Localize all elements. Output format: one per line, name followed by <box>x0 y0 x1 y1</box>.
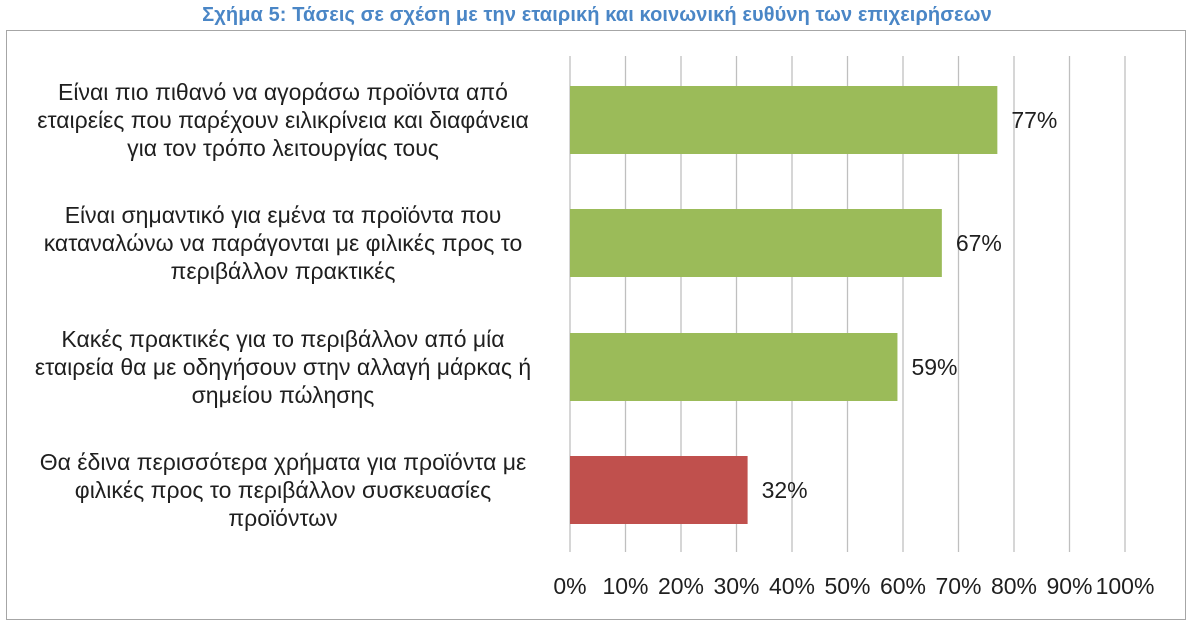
value-labels: 77% 67% 59% 32% <box>762 107 1058 503</box>
category-label-1-line-2: περιβάλλον πρακτικές <box>171 258 396 284</box>
category-label-2-line-1: εταιρεία θα με οδηγήσουν στην αλλαγή μάρ… <box>35 354 531 380</box>
bar-2 <box>570 333 898 401</box>
value-label-2: 59% <box>911 354 957 380</box>
x-tick-label-5: 50% <box>824 573 870 599</box>
value-label-0: 77% <box>1011 107 1057 133</box>
x-tick-label-10: 100% <box>1096 573 1155 599</box>
x-axis-ticks: 0% 10% 20% 30% 40% 50% 60% 70% 80% 90% 100% <box>553 573 1154 599</box>
value-label-1: 67% <box>956 230 1002 256</box>
bar-0 <box>570 86 998 154</box>
bar-1 <box>570 209 942 277</box>
x-tick-label-9: 90% <box>1046 573 1092 599</box>
x-tick-label-1: 10% <box>602 573 648 599</box>
category-label-3-line-0: Θα έδινα περισσότερα χρήματα για προϊόντ… <box>40 449 527 475</box>
category-label-0-line-0: Είναι πιο πιθανό να αγοράσω προϊόντα από <box>58 79 508 105</box>
x-tick-label-6: 60% <box>880 573 926 599</box>
x-tick-label-0: 0% <box>553 573 586 599</box>
chart-title: Σχήμα 5: Τάσεις σε σχέση με την εταιρική… <box>202 4 992 26</box>
category-label-0: Είναι πιο πιθανό να αγοράσω προϊόντα από… <box>37 79 529 161</box>
category-label-0-line-2: για τον τρόπο λειτουργίας τους <box>127 135 439 161</box>
category-label-1-line-0: Είναι σημαντικό για εμένα τα προϊόντα πο… <box>65 202 502 228</box>
x-tick-label-8: 80% <box>991 573 1037 599</box>
category-label-3: Θα έδινα περισσότερα χρήματα για προϊόντ… <box>40 449 527 531</box>
chart-frame <box>6 30 1186 620</box>
category-label-3-line-1: φιλικές προς το περιβάλλον συσκευασίες <box>75 477 491 503</box>
category-label-2-line-2: σημείου πώλησης <box>192 382 375 408</box>
x-tick-label-3: 30% <box>713 573 759 599</box>
category-label-1-line-1: καταναλώνω να παράγονται με φιλικές προς… <box>44 230 523 256</box>
category-label-2-line-0: Κακές πρακτικές για το περιβάλλον από μί… <box>61 326 504 352</box>
x-tick-label-7: 70% <box>935 573 981 599</box>
bars <box>570 86 998 524</box>
value-label-3: 32% <box>762 477 808 503</box>
category-label-2: Κακές πρακτικές για το περιβάλλον από μί… <box>35 326 531 408</box>
x-tick-label-4: 40% <box>769 573 815 599</box>
bar-3 <box>570 456 748 524</box>
category-label-0-line-1: εταιρείες που παρέχουν ειλικρίνεια και δ… <box>37 107 529 133</box>
category-labels: Είναι πιο πιθανό να αγοράσω προϊόντα από… <box>35 79 531 531</box>
category-label-1: Είναι σημαντικό για εμένα τα προϊόντα πο… <box>44 202 523 284</box>
category-label-3-line-2: προϊόντων <box>228 505 337 531</box>
x-tick-label-2: 20% <box>658 573 704 599</box>
